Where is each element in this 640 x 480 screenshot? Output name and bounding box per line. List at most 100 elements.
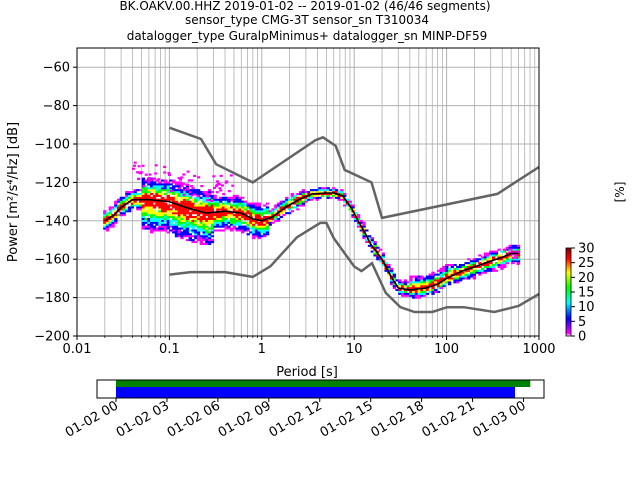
histogram-cell — [207, 189, 212, 192]
histogram-cell — [166, 227, 170, 230]
histogram-cell — [122, 212, 126, 215]
timeline-frame — [96, 379, 545, 399]
histogram-cell — [210, 194, 215, 197]
histogram-cell — [144, 200, 148, 203]
histogram-cell — [252, 237, 256, 240]
histogram-cell — [127, 210, 132, 213]
histogram-cell — [150, 225, 154, 228]
histogram-cell — [249, 214, 253, 217]
histogram-cell — [174, 219, 179, 222]
histogram-cell — [172, 214, 176, 217]
histogram-cell — [329, 196, 333, 199]
histogram-cell — [263, 204, 267, 207]
histogram-cell — [158, 191, 162, 194]
histogram-cell — [307, 192, 311, 196]
histogram-cell — [447, 281, 452, 284]
histogram-cell — [389, 271, 394, 274]
histogram-cell — [359, 223, 363, 226]
histogram-cell — [337, 191, 341, 194]
histogram-cell — [505, 246, 510, 249]
histogram-cell — [169, 192, 173, 196]
histogram-cell — [257, 229, 261, 232]
histogram-cell — [403, 285, 408, 288]
histogram-cell — [249, 231, 253, 234]
histogram-cell — [414, 283, 419, 286]
histogram-cell — [202, 237, 206, 240]
histogram-cell — [241, 231, 245, 234]
histogram-cell — [458, 267, 463, 270]
histogram-cell — [489, 254, 493, 257]
histogram-cell — [130, 191, 135, 194]
histogram-cell — [227, 202, 231, 205]
histogram-cell — [202, 198, 206, 201]
histogram-cell — [508, 258, 512, 261]
histogram-cell — [516, 252, 521, 255]
histogram-cell — [246, 212, 250, 215]
histogram-cell — [464, 275, 468, 278]
histogram-cell — [172, 196, 176, 199]
histogram-cell — [205, 217, 209, 220]
histogram-cell — [453, 271, 457, 274]
histogram-cell — [147, 191, 151, 194]
histogram-cell — [174, 217, 179, 220]
histogram-cell — [163, 191, 168, 194]
histogram-cell — [172, 217, 176, 220]
histogram-cell — [180, 219, 184, 222]
histogram-cell — [351, 212, 355, 215]
histogram-cell — [199, 200, 204, 203]
histogram-cell — [119, 202, 124, 205]
histogram-cell — [229, 214, 234, 217]
histogram-cell — [163, 223, 168, 226]
histogram-cell — [163, 204, 168, 207]
histogram-cell — [221, 212, 226, 215]
histogram-cell — [180, 185, 184, 188]
histogram-cell — [207, 221, 212, 224]
histogram-cell — [458, 271, 463, 274]
histogram-cell — [257, 217, 261, 220]
histogram-cell — [252, 229, 256, 232]
histogram-cell — [337, 196, 341, 199]
histogram-cell — [301, 204, 306, 207]
histogram-cell — [230, 199, 234, 202]
histogram-cell — [155, 185, 159, 188]
histogram-cell — [191, 240, 195, 244]
histogram-cell — [373, 240, 377, 244]
histogram-cell — [169, 221, 173, 224]
histogram-cell — [188, 192, 192, 196]
histogram-cell — [180, 202, 184, 205]
histogram-cell — [196, 225, 201, 228]
histogram-cell — [172, 210, 176, 213]
histogram-cell — [196, 204, 201, 207]
histogram-cell — [323, 187, 328, 190]
histogram-cell — [177, 194, 181, 197]
histogram-cell — [431, 273, 435, 276]
histogram-cell — [185, 210, 190, 213]
histogram-cell — [158, 189, 162, 192]
histogram-cell — [174, 223, 179, 226]
histogram-cell — [276, 217, 281, 220]
histogram-cell — [207, 210, 212, 213]
histogram-cell — [254, 233, 259, 236]
histogram-cell — [158, 210, 162, 213]
histogram-cell — [224, 212, 228, 215]
histogram-cell — [356, 225, 361, 228]
histogram-cell — [417, 294, 421, 297]
histogram-cell — [177, 187, 181, 190]
histogram-cell — [188, 233, 192, 236]
histogram-cell — [367, 244, 372, 247]
histogram-cell — [172, 225, 176, 228]
histogram-cell — [321, 189, 325, 192]
histogram-cell — [351, 206, 355, 209]
histogram-cell — [210, 202, 215, 205]
histogram-cell — [147, 219, 151, 222]
histogram-cell — [191, 210, 195, 213]
histogram-cell — [263, 231, 267, 234]
histogram-cell — [127, 194, 132, 197]
histogram-cell — [103, 221, 107, 224]
histogram-cell — [155, 219, 159, 222]
histogram-cell — [461, 275, 466, 278]
histogram-cell — [130, 204, 135, 207]
histogram-cell — [219, 189, 223, 192]
histogram-cell — [210, 229, 215, 232]
histogram-cell — [161, 210, 165, 213]
